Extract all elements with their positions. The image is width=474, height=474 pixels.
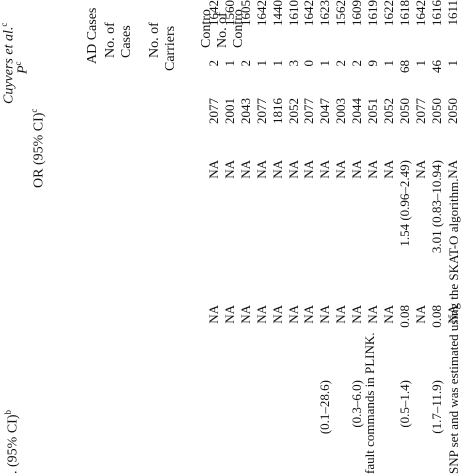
p-cell: NA	[205, 305, 221, 324]
or-cell: NA	[205, 160, 221, 179]
header-cases: Cases	[119, 25, 134, 58]
ci-cell: (0.5–1.4)	[397, 380, 413, 428]
carriers-cell: 46	[429, 60, 445, 73]
cases-cell: 2077	[301, 98, 317, 124]
cases-cell: 2077	[253, 98, 269, 124]
header-p: Pc	[13, 61, 31, 74]
ci-cell: (1.7–11.9)	[429, 380, 445, 434]
controls-cell: 1619	[365, 0, 381, 26]
footnote-2: SNP set and was estimated using the SKAT…	[446, 178, 461, 474]
or-cell: NA	[237, 160, 253, 179]
cases-cell: 1816	[269, 98, 285, 124]
or-cell: NA	[269, 160, 285, 179]
cases-cell: 2050	[445, 98, 460, 124]
carriers-cell: 2	[349, 60, 365, 67]
or-cell: NA	[413, 160, 429, 179]
controls-cell: 1611	[445, 0, 460, 26]
cases-cell: 2077	[413, 98, 429, 124]
carriers-cell: 9	[365, 60, 381, 67]
controls-cell: 1609	[349, 0, 365, 26]
p-cell: NA	[317, 305, 333, 324]
carriers-cell: 2	[333, 60, 349, 67]
controls-cell: 1616	[429, 0, 445, 26]
carriers-cell: 68	[397, 60, 413, 73]
cases-cell: 2052	[381, 98, 397, 124]
carriers-cell: 1	[221, 60, 237, 67]
header-or: OR (95% CI)c	[29, 108, 47, 188]
p-cell: 0.08	[397, 305, 413, 328]
cases-cell: 2050	[429, 98, 445, 124]
controls-cell: 1560	[221, 0, 237, 26]
cases-cell: 2047	[317, 98, 333, 124]
cases-cell: 2077	[205, 98, 221, 124]
controls-cell: 1642	[253, 0, 269, 26]
p-cell: 0.08	[429, 305, 445, 328]
controls-cell: 1610	[285, 0, 301, 26]
or-cell: NA	[253, 160, 269, 179]
controls-cell: 1622	[381, 0, 397, 26]
carriers-cell: 0	[301, 60, 317, 67]
p-cell: NA	[221, 305, 237, 324]
or-cell: 3.01 (0.83–10.94)	[429, 160, 445, 254]
header-num-of-carriers: No. of	[147, 22, 162, 58]
p-cell: NA	[381, 305, 397, 324]
or-cell: NA	[221, 160, 237, 179]
cases-cell: 2052	[285, 98, 301, 124]
header-ad-cases: AD Cases	[85, 7, 100, 64]
p-cell: NA	[301, 305, 317, 324]
cases-cell: 2043	[237, 98, 253, 124]
cases-cell: 2044	[349, 98, 365, 124]
controls-cell: 1562	[333, 0, 349, 26]
or-cell: NA	[317, 160, 333, 179]
or-cell: NA	[381, 160, 397, 179]
carriers-cell: 2	[205, 60, 221, 67]
carriers-cell: 2	[237, 60, 253, 67]
header-num-of-cases: No. of	[103, 22, 118, 58]
p-cell: NA	[269, 305, 285, 324]
controls-cell: 1605	[237, 0, 253, 26]
or-cell: NA	[365, 160, 381, 179]
or-cell: NA	[285, 160, 301, 179]
controls-cell: 1642	[301, 0, 317, 26]
or-cell: 1.54 (0.96–2.49)	[397, 160, 413, 247]
carriers-cell: 1	[317, 60, 333, 67]
controls-cell: 1440	[269, 0, 285, 26]
controls-cell: 1618	[397, 0, 413, 26]
p-cell: NA	[413, 305, 429, 324]
cases-cell: 2051	[365, 98, 381, 124]
or-cell: NA	[349, 160, 365, 179]
p-cell: NA	[285, 305, 301, 324]
controls-cell: 1642	[413, 0, 429, 26]
carriers-cell: 1	[445, 60, 460, 67]
cases-cell: 2050	[397, 98, 413, 124]
or-cell: NA	[333, 160, 349, 179]
carriers-cell: 3	[285, 60, 301, 67]
p-cell: NA	[253, 305, 269, 324]
controls-cell: 1642	[205, 0, 221, 26]
header-carriers: Carriers	[163, 25, 178, 71]
p-cell: NA	[237, 305, 253, 324]
ci-cell: (0.1–28.6)	[317, 380, 333, 435]
footnote-1: fault commands in PLINK.	[362, 332, 377, 474]
header-ci-left: . (95% CI)b	[3, 410, 21, 474]
carriers-cell: 1	[269, 60, 285, 67]
or-cell: NA	[301, 160, 317, 179]
p-cell: NA	[333, 305, 349, 324]
cases-cell: 2001	[221, 98, 237, 124]
carriers-cell: 1	[253, 60, 269, 67]
carriers-cell: 1	[413, 60, 429, 67]
carriers-cell: 1	[381, 60, 397, 67]
controls-cell: 1623	[317, 0, 333, 26]
cases-cell: 2003	[333, 98, 349, 124]
